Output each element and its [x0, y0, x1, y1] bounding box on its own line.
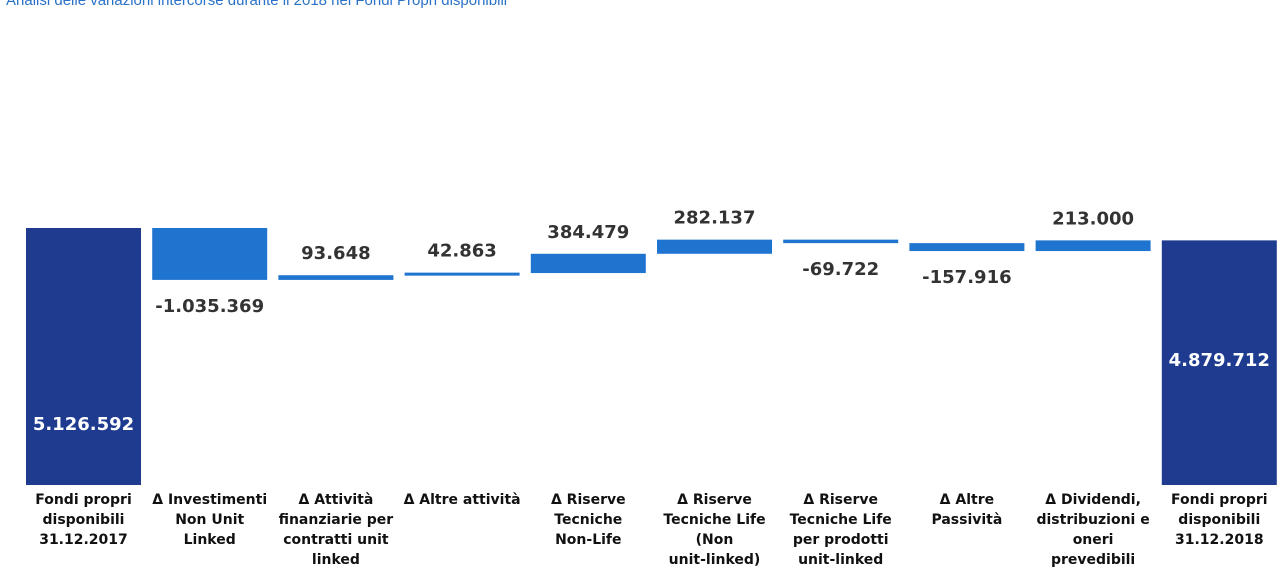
category-label-line: (Non [696, 532, 734, 548]
category-label-line: finanziarie per [279, 512, 394, 528]
category-label-line: Passività [931, 512, 1002, 528]
category-label-line: Δ Riserve [551, 492, 626, 508]
data-label: 93.648 [301, 243, 370, 264]
category-label-line: Tecniche Life [790, 512, 892, 528]
category-label: Δ Investimenti Non Unit Linked [152, 492, 267, 548]
bar [1161, 240, 1277, 485]
category-label-line: Fondi propri [1171, 492, 1268, 508]
data-label: -69.722 [802, 259, 879, 280]
data-label: 5.126.592 [33, 414, 134, 435]
category-label-line: 31.12.2018 [1175, 532, 1264, 548]
category-label-line: unit-linked [798, 552, 883, 568]
data-label: 282.137 [674, 208, 756, 229]
category-label-line: 31.12.2017 [39, 532, 128, 548]
data-label: 213.000 [1052, 208, 1134, 229]
category-label: Δ Riserve Tecniche Life (Non unit-linked) [663, 492, 765, 568]
bar [1035, 240, 1151, 252]
category-label-line: Δ Riserve [677, 492, 752, 508]
category-label-line: Linked [184, 532, 236, 548]
data-label: -157.916 [922, 267, 1011, 288]
data-label: 42.863 [427, 241, 496, 262]
data-label: 384.479 [547, 222, 629, 243]
category-label: Δ Altre Passività [931, 492, 1002, 528]
category-label: Fondi propri disponibili 31.12.2018 [1171, 492, 1268, 548]
category-label: Δ Altre attività [404, 492, 521, 508]
category-label-line: per prodotti [793, 532, 889, 548]
category-label-line: distribuzioni e [1036, 512, 1149, 528]
category-label-line: Non-Life [555, 532, 621, 548]
bar [530, 253, 646, 274]
category-label-line: Tecniche [554, 512, 622, 528]
category-label: Δ Dividendi, distribuzioni e oneri prevedib… [1036, 492, 1149, 568]
category-label: Δ Riserve Tecniche Life per prodotti unit-l… [790, 492, 892, 568]
category-label-line: Δ Dividendi, [1045, 492, 1141, 508]
category-label-line: Fondi propri [35, 492, 132, 508]
data-label: -1.035.369 [155, 296, 264, 317]
category-label-line: Δ Attività [299, 492, 374, 508]
category-label-line: unit-linked) [669, 552, 761, 568]
category-label-line: prevedibili [1051, 552, 1135, 568]
category-label-line: linked [312, 552, 360, 568]
bar [404, 272, 520, 276]
category-label-line: Δ Investimenti [152, 492, 267, 508]
category-label: Fondi propri disponibili 31.12.2017 [35, 492, 132, 548]
category-label-line: Tecniche Life [663, 512, 765, 528]
bar [152, 228, 268, 280]
category-label: Δ Riserve Tecniche Non-Life [551, 492, 626, 548]
chart-title: Analisi delle variazioni intercorse dura… [6, 0, 508, 9]
category-label-line: Δ Altre attività [404, 492, 521, 508]
category-label-line: Non Unit [175, 512, 244, 528]
bar [26, 228, 141, 485]
category-label-line: contratti unit [283, 532, 389, 548]
data-label: 4.879.712 [1169, 350, 1270, 371]
category-label-line: disponibili [1178, 512, 1260, 528]
category-label-line: Δ Altre [940, 492, 994, 508]
category-label-line: oneri [1073, 532, 1114, 548]
bar [657, 239, 772, 254]
bar [278, 275, 394, 280]
category-label: Δ Attività finanziarie per contratti unit l… [279, 492, 394, 568]
bar [909, 243, 1025, 252]
category-label-line: disponibili [43, 512, 125, 528]
bar [783, 239, 899, 244]
category-label-line: Δ Riserve [803, 492, 878, 508]
